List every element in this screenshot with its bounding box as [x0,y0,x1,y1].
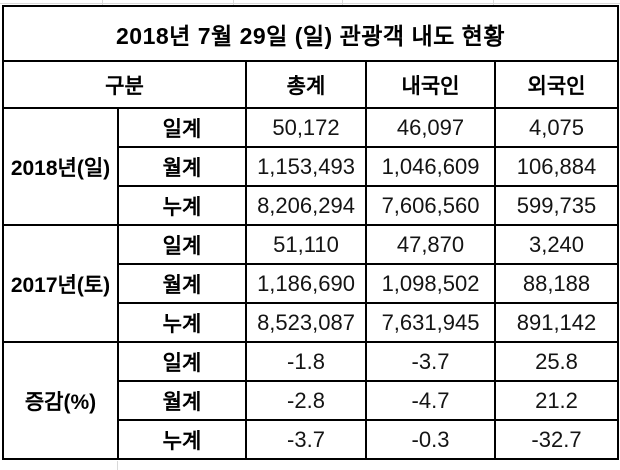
cell-total[interactable]: 50,172 [245,107,367,148]
cell-domestic[interactable]: 47,870 [365,224,496,265]
cell-domestic[interactable]: 7,631,945 [365,302,496,343]
cell-foreign[interactable]: -32.7 [494,419,619,460]
cell-foreign[interactable]: 106,884 [494,146,619,187]
cell-total[interactable]: -1.8 [245,341,367,382]
sheet-gridline-vertical [117,461,118,470]
cell-total[interactable]: 1,186,690 [245,263,367,304]
group-label-2017[interactable]: 2017년(토) [2,224,119,343]
table-title: 2018년 7월 29일 (일) 관광객 내도 현황 [2,5,619,62]
sheet-gridline-vertical [233,0,234,6]
row-label-daily[interactable]: 일계 [117,107,247,148]
cell-domestic[interactable]: 7,606,560 [365,185,496,226]
header-row: 구분 총계 내국인 외국인 [2,60,619,109]
header-total[interactable]: 총계 [245,60,367,109]
row-label-cumulative[interactable]: 누계 [117,419,247,460]
sheet-gridline-horizontal [0,3,620,4]
row-label-daily[interactable]: 일계 [117,341,247,382]
cell-total[interactable]: 1,153,493 [245,146,367,187]
table-row: 누계 -3.7 -0.3 -32.7 [3,419,619,460]
cell-domestic[interactable]: 46,097 [365,107,496,148]
row-label-cumulative[interactable]: 누계 [117,185,247,226]
cell-total[interactable]: -3.7 [245,419,367,460]
cell-domestic[interactable]: 1,046,609 [365,146,496,187]
group-label-change[interactable]: 증감(%) [2,341,119,460]
sheet-gridline-vertical [102,0,103,6]
cell-total[interactable]: 8,523,087 [245,302,367,343]
table-row: 월계 1,153,493 1,046,609 106,884 [3,146,619,187]
cell-foreign[interactable]: 891,142 [494,302,619,343]
cell-total[interactable]: 51,110 [245,224,367,265]
tourist-arrival-table: 2018년 7월 29일 (일) 관광객 내도 현황 구분 총계 내국인 외국인… [2,5,619,460]
row-label-monthly[interactable]: 월계 [117,263,247,304]
row-label-monthly[interactable]: 월계 [117,146,247,187]
cell-domestic[interactable]: -0.3 [365,419,496,460]
cell-domestic[interactable]: 1,098,502 [365,263,496,304]
table-row: 2018년(일) 일계 50,172 46,097 4,075 [2,107,619,226]
header-domestic[interactable]: 내국인 [365,60,496,109]
sheet-gridline-vertical [493,0,494,6]
table-row: 월계 -2.8 -4.7 21.2 [3,380,619,421]
header-foreign[interactable]: 외국인 [494,60,619,109]
sheet-gridline-vertical [342,0,343,6]
cell-foreign[interactable]: 88,188 [494,263,619,304]
title-row: 2018년 7월 29일 (일) 관광객 내도 현황 [2,5,619,62]
table-row: 누계 8,206,294 7,606,560 599,735 [3,185,619,226]
table-row: 월계 1,186,690 1,098,502 88,188 [3,263,619,304]
cell-foreign[interactable]: 3,240 [494,224,619,265]
table-row: 누계 8,523,087 7,631,945 891,142 [3,302,619,343]
cell-foreign[interactable]: 21.2 [494,380,619,421]
row-label-daily[interactable]: 일계 [117,224,247,265]
cell-foreign[interactable]: 4,075 [494,107,619,148]
row-label-cumulative[interactable]: 누계 [117,302,247,343]
cell-total[interactable]: 8,206,294 [245,185,367,226]
cell-domestic[interactable]: -3.7 [365,341,496,382]
cell-domestic[interactable]: -4.7 [365,380,496,421]
header-category[interactable]: 구분 [2,60,247,109]
table-row: 증감(%) 일계 -1.8 -3.7 25.8 [2,341,619,460]
cell-total[interactable]: -2.8 [245,380,367,421]
group-label-2018[interactable]: 2018년(일) [2,107,119,226]
cell-foreign[interactable]: 25.8 [494,341,619,382]
row-label-monthly[interactable]: 월계 [117,380,247,421]
cell-foreign[interactable]: 599,735 [494,185,619,226]
table-row: 2017년(토) 일계 51,110 47,870 3,240 [2,224,619,343]
